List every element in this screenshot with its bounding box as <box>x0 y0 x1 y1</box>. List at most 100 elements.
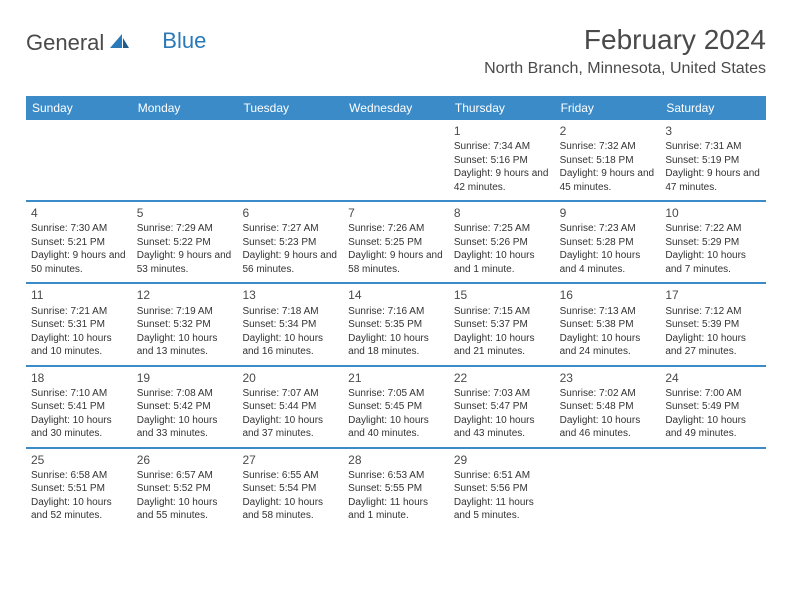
day-number: 1 <box>454 123 550 139</box>
sunrise-text: Sunrise: 7:13 AM <box>560 305 656 319</box>
daylight-text: Daylight: 10 hours and 30 minutes. <box>31 414 127 441</box>
sunset-text: Sunset: 5:45 PM <box>348 400 444 414</box>
day-cell: 2Sunrise: 7:32 AMSunset: 5:18 PMDaylight… <box>555 120 661 200</box>
daylight-text: Daylight: 9 hours and 53 minutes. <box>137 249 233 276</box>
day-cell: 12 Sunrise: 7:19 AMSunset: 5:32 PMDayligh… <box>132 284 238 364</box>
sunset-text: Sunset: 5:32 PM <box>137 318 233 332</box>
week-row: 11Sunrise: 7:21 AMSunset: 5:31 PMDayligh… <box>26 282 766 364</box>
location: North Branch, Minnesota, United States <box>484 60 766 78</box>
sunset-text: Sunset: 5:51 PM <box>31 482 127 496</box>
daylight-text: Daylight: 11 hours and 1 minute. <box>348 496 444 523</box>
daylight-text: Daylight: 10 hours and 10 minutes. <box>31 332 127 359</box>
day-cell <box>237 120 343 200</box>
sunrise-text: Sunrise: 7:05 AM <box>348 387 444 401</box>
sunset-text: Sunset: 5:25 PM <box>348 236 444 250</box>
daylight-text: Daylight: 10 hours and 16 minutes. <box>242 332 338 359</box>
day-number: 3 <box>665 123 761 139</box>
day-number: 26 <box>137 452 233 468</box>
weekday-thursday: Thursday <box>449 96 555 120</box>
sunset-text: Sunset: 5:19 PM <box>665 154 761 168</box>
sunset-text: Sunset: 5:56 PM <box>454 482 550 496</box>
day-cell: 14Sunrise: 7:16 AMSunset: 5:35 PMDayligh… <box>343 284 449 364</box>
sunset-text: Sunset: 5:18 PM <box>560 154 656 168</box>
sunrise-text: Sunrise: 7:16 AM <box>348 305 444 319</box>
sunset-text: Sunset: 5:47 PM <box>454 400 550 414</box>
day-cell: 3Sunrise: 7:31 AMSunset: 5:19 PMDaylight… <box>660 120 766 200</box>
daylight-text: Daylight: 9 hours and 50 minutes. <box>31 249 127 276</box>
sunset-text: Sunset: 5:16 PM <box>454 154 550 168</box>
day-cell <box>343 120 449 200</box>
sunset-text: Sunset: 5:28 PM <box>560 236 656 250</box>
day-number: 7 <box>348 205 444 221</box>
sunset-text: Sunset: 5:35 PM <box>348 318 444 332</box>
sunset-text: Sunset: 5:49 PM <box>665 400 761 414</box>
daylight-text: Daylight: 10 hours and 55 minutes. <box>137 496 233 523</box>
sunset-text: Sunset: 5:22 PM <box>137 236 233 250</box>
week-row: 1Sunrise: 7:34 AMSunset: 5:16 PM Daylight… <box>26 120 766 200</box>
sunrise-text: Sunrise: 6:58 AM <box>31 469 127 483</box>
weekday-sunday: Sunday <box>26 96 132 120</box>
title-block: February 2024 North Branch, Minnesota, U… <box>484 24 766 78</box>
day-cell: 24Sunrise: 7:00 AMSunset: 5:49 PMDayligh… <box>660 367 766 447</box>
daylight-text: Daylight: 10 hours and 18 minutes. <box>348 332 444 359</box>
day-number: 6 <box>242 205 338 221</box>
daylight-text: Daylight: 9 hours and 45 minutes. <box>560 167 656 194</box>
weekday-saturday: Saturday <box>660 96 766 120</box>
logo: General Blue <box>26 30 206 56</box>
sunset-text: Sunset: 5:34 PM <box>242 318 338 332</box>
day-number: 24 <box>665 370 761 386</box>
daylight-text: Daylight: 10 hours and 37 minutes. <box>242 414 338 441</box>
week-row: 18Sunrise: 7:10 AMSunset: 5:41 PMDayligh… <box>26 365 766 447</box>
sunrise-text: Sunrise: 7:18 AM <box>242 305 338 319</box>
sunrise-text: Sunrise: 7:29 AM <box>137 222 233 236</box>
sunrise-text: Sunrise: 7:15 AM <box>454 305 550 319</box>
day-cell: 23Sunrise: 7:02 AMSunset: 5:48 PMDayligh… <box>555 367 661 447</box>
sunrise-text: Sunrise: 7:31 AM <box>665 140 761 154</box>
day-cell: 10Sunrise: 7:22 AMSunset: 5:29 PMDayligh… <box>660 202 766 282</box>
sunset-text: Sunset: 5:29 PM <box>665 236 761 250</box>
day-cell: 26Sunrise: 6:57 AMSunset: 5:52 PMDayligh… <box>132 449 238 529</box>
sunset-text: Sunset: 5:21 PM <box>31 236 127 250</box>
day-number: 16 <box>560 287 656 303</box>
daylight-text: Daylight: 10 hours and 1 minute. <box>454 249 550 276</box>
day-number: 15 <box>454 287 550 303</box>
day-number: 5 <box>137 205 233 221</box>
month-title: February 2024 <box>484 24 766 56</box>
sunrise-text: Sunrise: 7:12 AM <box>665 305 761 319</box>
day-number: 12 <box>137 287 233 303</box>
day-number: 8 <box>454 205 550 221</box>
daylight-text: Daylight: 10 hours and 40 minutes. <box>348 414 444 441</box>
sunrise-text: Sunrise: 7:19 AM <box>137 305 233 319</box>
calendar: Sunday Monday Tuesday Wednesday Thursday… <box>26 96 766 529</box>
day-cell: 17Sunrise: 7:12 AMSunset: 5:39 PMDayligh… <box>660 284 766 364</box>
day-number: 22 <box>454 370 550 386</box>
sunset-text: Sunset: 5:23 PM <box>242 236 338 250</box>
week-row: 4Sunrise: 7:30 AMSunset: 5:21 PMDaylight… <box>26 200 766 282</box>
sunset-text: Sunset: 5:52 PM <box>137 482 233 496</box>
day-cell: 11Sunrise: 7:21 AMSunset: 5:31 PMDayligh… <box>26 284 132 364</box>
day-number: 28 <box>348 452 444 468</box>
daylight-text: Daylight: 10 hours and 27 minutes. <box>665 332 761 359</box>
day-cell: 22Sunrise: 7:03 AMSunset: 5:47 PMDayligh… <box>449 367 555 447</box>
daylight-text: Daylight: 10 hours and 24 minutes. <box>560 332 656 359</box>
sunrise-text: Sunrise: 7:22 AM <box>665 222 761 236</box>
day-cell: 1Sunrise: 7:34 AMSunset: 5:16 PMDaylight… <box>449 120 555 200</box>
sunset-text: Sunset: 5:39 PM <box>665 318 761 332</box>
sunrise-text: Sunrise: 6:53 AM <box>348 469 444 483</box>
daylight-text: Daylight: 9 hours and 58 minutes. <box>348 249 444 276</box>
day-cell: 5Sunrise: 7:29 AMSunset: 5:22 PMDaylight… <box>132 202 238 282</box>
header: General Blue February 2024 North Branch,… <box>26 24 766 78</box>
daylight-text: Daylight: 10 hours and 13 minutes. <box>137 332 233 359</box>
daylight-text: Daylight: 10 hours and 46 minutes. <box>560 414 656 441</box>
sunrise-text: Sunrise: 7:23 AM <box>560 222 656 236</box>
daylight-text: Daylight: 10 hours and 52 minutes. <box>31 496 127 523</box>
sunset-text: Sunset: 5:48 PM <box>560 400 656 414</box>
logo-text-general: General <box>26 30 104 56</box>
sunrise-text: Sunrise: 7:34 AM <box>454 140 550 154</box>
daylight-text: Daylight: 10 hours and 49 minutes. <box>665 414 761 441</box>
sunrise-text: Sunrise: 7:07 AM <box>242 387 338 401</box>
day-cell <box>132 120 238 200</box>
daylight-text: Daylight: 10 hours and 43 minutes. <box>454 414 550 441</box>
day-number: 4 <box>31 205 127 221</box>
day-cell: 16Sunrise: 7:13 AMSunset: 5:38 PMDayligh… <box>555 284 661 364</box>
